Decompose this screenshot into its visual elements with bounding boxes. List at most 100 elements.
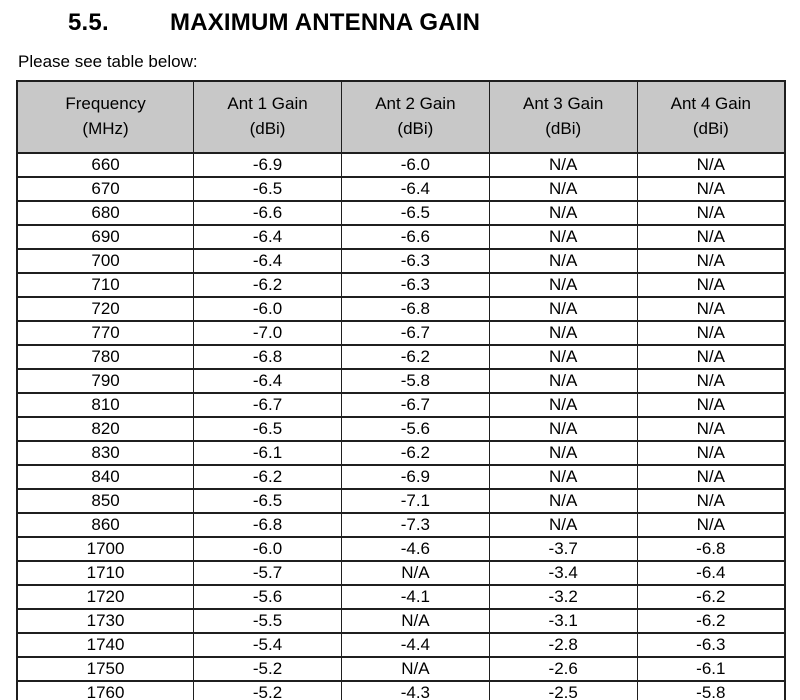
frequency-cell: 830 xyxy=(16,440,195,466)
ant1-gain-cell: -6.4 xyxy=(193,368,342,394)
frequency-cell: 660 xyxy=(16,152,195,178)
table-row: 1740 -5.4 -4.4 -2.8 -6.3 xyxy=(16,632,786,658)
frequency-cell: 1710 xyxy=(16,560,195,586)
ant4-gain-cell: N/A xyxy=(636,248,786,274)
ant4-gain-cell: N/A xyxy=(636,152,786,178)
table-row: 1730 -5.5 N/A -3.1 -6.2 xyxy=(16,608,786,634)
table-row: 1720 -5.6 -4.1 -3.2 -6.2 xyxy=(16,584,786,610)
column-header: Ant 4 Gain (dBi) xyxy=(636,80,786,154)
ant2-gain-cell: -6.3 xyxy=(340,272,490,298)
ant1-gain-cell: -5.2 xyxy=(193,656,342,682)
ant1-gain-cell: -5.7 xyxy=(193,560,342,586)
intro-text: Please see table below: xyxy=(18,52,198,71)
ant1-gain-cell: -6.2 xyxy=(193,464,342,490)
frequency-cell: 820 xyxy=(16,416,195,442)
ant1-gain-cell: -5.6 xyxy=(193,584,342,610)
ant1-gain-cell: -6.0 xyxy=(193,536,342,562)
ant2-gain-cell: -6.2 xyxy=(340,440,490,466)
table-row: 790 -6.4 -5.8 N/A N/A xyxy=(16,368,786,394)
frequency-cell: 700 xyxy=(16,248,195,274)
table-row: 1750 -5.2 N/A -2.6 -6.1 xyxy=(16,656,786,682)
ant3-gain-cell: N/A xyxy=(488,344,638,370)
ant2-gain-cell: -4.4 xyxy=(340,632,490,658)
ant4-gain-cell: -6.2 xyxy=(636,608,786,634)
ant2-gain-cell: -7.3 xyxy=(340,512,490,538)
ant2-gain-cell: -6.5 xyxy=(340,200,490,226)
ant4-gain-cell: -6.4 xyxy=(636,560,786,586)
table-row: 830 -6.1 -6.2 N/A N/A xyxy=(16,440,786,466)
frequency-cell: 1760 xyxy=(16,680,195,700)
section-number: 5.5. xyxy=(68,9,109,36)
ant3-gain-cell: N/A xyxy=(488,440,638,466)
frequency-cell: 1720 xyxy=(16,584,195,610)
table-row: 710 -6.2 -6.3 N/A N/A xyxy=(16,272,786,298)
ant1-gain-cell: -6.0 xyxy=(193,296,342,322)
ant4-gain-cell: N/A xyxy=(636,392,786,418)
ant2-gain-cell: -6.6 xyxy=(340,224,490,250)
ant2-gain-cell: N/A xyxy=(340,608,490,634)
ant4-gain-cell: N/A xyxy=(636,440,786,466)
ant3-gain-cell: -3.4 xyxy=(488,560,638,586)
ant2-gain-cell: -6.2 xyxy=(340,344,490,370)
ant3-gain-cell: N/A xyxy=(488,224,638,250)
frequency-cell: 1700 xyxy=(16,536,195,562)
ant1-gain-cell: -6.5 xyxy=(193,416,342,442)
ant2-gain-cell: -7.1 xyxy=(340,488,490,514)
frequency-cell: 770 xyxy=(16,320,195,346)
table-row: 720 -6.0 -6.8 N/A N/A xyxy=(16,296,786,322)
ant3-gain-cell: N/A xyxy=(488,320,638,346)
ant2-gain-cell: -4.1 xyxy=(340,584,490,610)
ant1-gain-cell: -6.6 xyxy=(193,200,342,226)
ant4-gain-cell: N/A xyxy=(636,512,786,538)
column-header-line2: (dBi) xyxy=(692,119,729,138)
ant3-gain-cell: -3.7 xyxy=(488,536,638,562)
column-header: Ant 1 Gain (dBi) xyxy=(193,80,342,154)
frequency-cell: 810 xyxy=(16,392,195,418)
ant3-gain-cell: N/A xyxy=(488,512,638,538)
ant2-gain-cell: -5.8 xyxy=(340,368,490,394)
column-header: Ant 3 Gain (dBi) xyxy=(488,80,638,154)
ant1-gain-cell: -6.9 xyxy=(193,152,342,178)
ant4-gain-cell: N/A xyxy=(636,200,786,226)
ant4-gain-cell: N/A xyxy=(636,320,786,346)
ant1-gain-cell: -6.5 xyxy=(193,176,342,202)
ant3-gain-cell: -3.2 xyxy=(488,584,638,610)
ant1-gain-cell: -6.5 xyxy=(193,488,342,514)
ant3-gain-cell: N/A xyxy=(488,488,638,514)
ant2-gain-cell: -6.8 xyxy=(340,296,490,322)
table-row: 820 -6.5 -5.6 N/A N/A xyxy=(16,416,786,442)
column-header-line2: (MHz) xyxy=(82,119,129,138)
ant2-gain-cell: N/A xyxy=(340,656,490,682)
frequency-cell: 1730 xyxy=(16,608,195,634)
ant3-gain-cell: N/A xyxy=(488,464,638,490)
ant4-gain-cell: N/A xyxy=(636,176,786,202)
ant3-gain-cell: -2.5 xyxy=(488,680,638,700)
ant3-gain-cell: -2.6 xyxy=(488,656,638,682)
ant1-gain-cell: -5.2 xyxy=(193,680,342,700)
frequency-cell: 720 xyxy=(16,296,195,322)
ant3-gain-cell: N/A xyxy=(488,272,638,298)
ant4-gain-cell: -6.8 xyxy=(636,536,786,562)
table-row: 660 -6.9 -6.0 N/A N/A xyxy=(16,152,786,178)
table-row: 810 -6.7 -6.7 N/A N/A xyxy=(16,392,786,418)
table-header: Frequency (MHz) Ant 1 Gain (dBi) Ant 2 Gain (… xyxy=(16,80,786,154)
column-header: Ant 2 Gain (dBi) xyxy=(340,80,490,154)
section-heading: 5.5. MAXIMUM ANTENNA GAIN xyxy=(0,0,800,37)
table-row: 700 -6.4 -6.3 N/A N/A xyxy=(16,248,786,274)
ant1-gain-cell: -6.4 xyxy=(193,224,342,250)
ant2-gain-cell: -6.7 xyxy=(340,392,490,418)
ant2-gain-cell: -6.9 xyxy=(340,464,490,490)
table-row: 680 -6.6 -6.5 N/A N/A xyxy=(16,200,786,226)
ant2-gain-cell: -5.6 xyxy=(340,416,490,442)
ant3-gain-cell: N/A xyxy=(488,152,638,178)
ant3-gain-cell: N/A xyxy=(488,368,638,394)
frequency-cell: 840 xyxy=(16,464,195,490)
frequency-cell: 1740 xyxy=(16,632,195,658)
table-row: 840 -6.2 -6.9 N/A N/A xyxy=(16,464,786,490)
table-row: 670 -6.5 -6.4 N/A N/A xyxy=(16,176,786,202)
ant2-gain-cell: N/A xyxy=(340,560,490,586)
column-header-line1: Ant 4 Gain xyxy=(670,94,751,114)
ant1-gain-cell: -5.4 xyxy=(193,632,342,658)
ant2-gain-cell: -6.7 xyxy=(340,320,490,346)
table-row: 780 -6.8 -6.2 N/A N/A xyxy=(16,344,786,370)
